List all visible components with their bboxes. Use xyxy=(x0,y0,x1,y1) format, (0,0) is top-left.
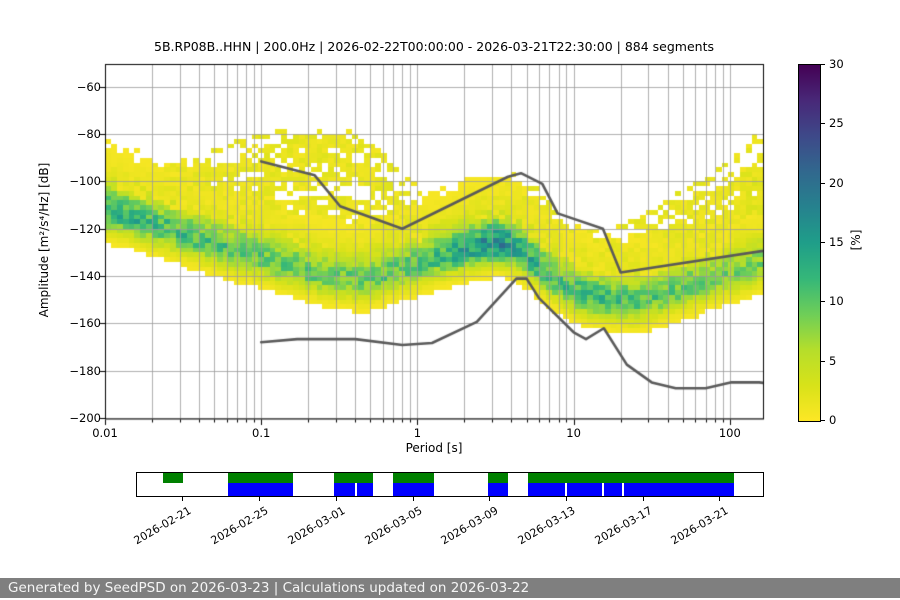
colorbar-tick-label: 10 xyxy=(829,294,844,309)
availability-gap xyxy=(354,483,357,496)
colorbar-tick xyxy=(821,123,825,125)
colorbar-tick xyxy=(821,301,825,303)
availability-segment-blue xyxy=(228,483,294,496)
availability-gap xyxy=(564,483,567,496)
availability-gap xyxy=(601,483,604,496)
availability-gap xyxy=(621,483,624,496)
availability-segment-green xyxy=(334,473,374,483)
availability-segment-green xyxy=(393,473,435,483)
availability-tick xyxy=(259,497,261,501)
colorbar-tick-label: 20 xyxy=(829,175,844,190)
x-tick-label: 100 xyxy=(718,426,741,440)
y-tick-label: −200 xyxy=(69,410,101,425)
colorbar-tick xyxy=(821,420,825,421)
colorbar-tick xyxy=(821,182,825,184)
y-tick-label: −80 xyxy=(76,127,101,142)
availability-segment-green xyxy=(163,473,184,483)
y-tick-label: −180 xyxy=(69,363,101,378)
availability-segment-green xyxy=(528,473,735,483)
availability-tick xyxy=(719,497,721,501)
x-tick-label: 0.01 xyxy=(92,426,118,440)
data-availability-bar xyxy=(136,472,764,497)
colorbar-tick-label: 0 xyxy=(829,413,837,427)
y-tick-label: −140 xyxy=(69,269,101,284)
x-tick-label: 1 xyxy=(413,426,422,440)
colorbar-tick-label: 25 xyxy=(829,116,844,131)
x-axis-label: Period [s] xyxy=(405,441,463,455)
availability-segment-green xyxy=(487,473,508,483)
x-tick-label: 10 xyxy=(566,426,581,440)
colorbar-unit-label: [%] xyxy=(849,229,863,251)
colorbar-tick xyxy=(821,64,825,65)
availability-tick xyxy=(335,497,337,501)
colorbar-tick-label: 30 xyxy=(829,57,844,71)
availability-tick xyxy=(182,497,184,501)
availability-tick xyxy=(412,497,414,501)
y-tick-label: −60 xyxy=(76,79,101,94)
colorbar-tick-label: 15 xyxy=(829,235,844,249)
footer-text: Generated by SeedPSD on 2026-03-23 | Cal… xyxy=(8,580,530,596)
colorbar-tick xyxy=(821,242,825,243)
plot-title: 5B.RP08B..HHN | 200.0Hz | 2026-02-22T00:… xyxy=(154,39,714,54)
x-tick-label: 0.1 xyxy=(252,426,271,440)
colorbar xyxy=(798,64,821,422)
y-axis-label: Amplitude [m²/s⁴/Hz] [dB] xyxy=(37,162,51,318)
y-tick-label: −100 xyxy=(69,174,101,189)
availability-tick xyxy=(565,497,567,501)
availability-segment-blue xyxy=(487,483,508,496)
y-tick-label: −120 xyxy=(69,221,101,236)
footer-bar: Generated by SeedPSD on 2026-03-23 | Cal… xyxy=(0,578,900,598)
availability-tick xyxy=(642,497,644,501)
availability-segment-blue xyxy=(393,483,435,496)
availability-segment-green xyxy=(228,473,294,483)
availability-tick xyxy=(489,497,491,501)
y-tick-label: −160 xyxy=(69,316,101,331)
colorbar-tick-label: 5 xyxy=(829,353,837,368)
availability-segment-blue xyxy=(334,483,374,496)
availability-segment-blue xyxy=(528,483,735,496)
colorbar-tick xyxy=(821,360,825,362)
